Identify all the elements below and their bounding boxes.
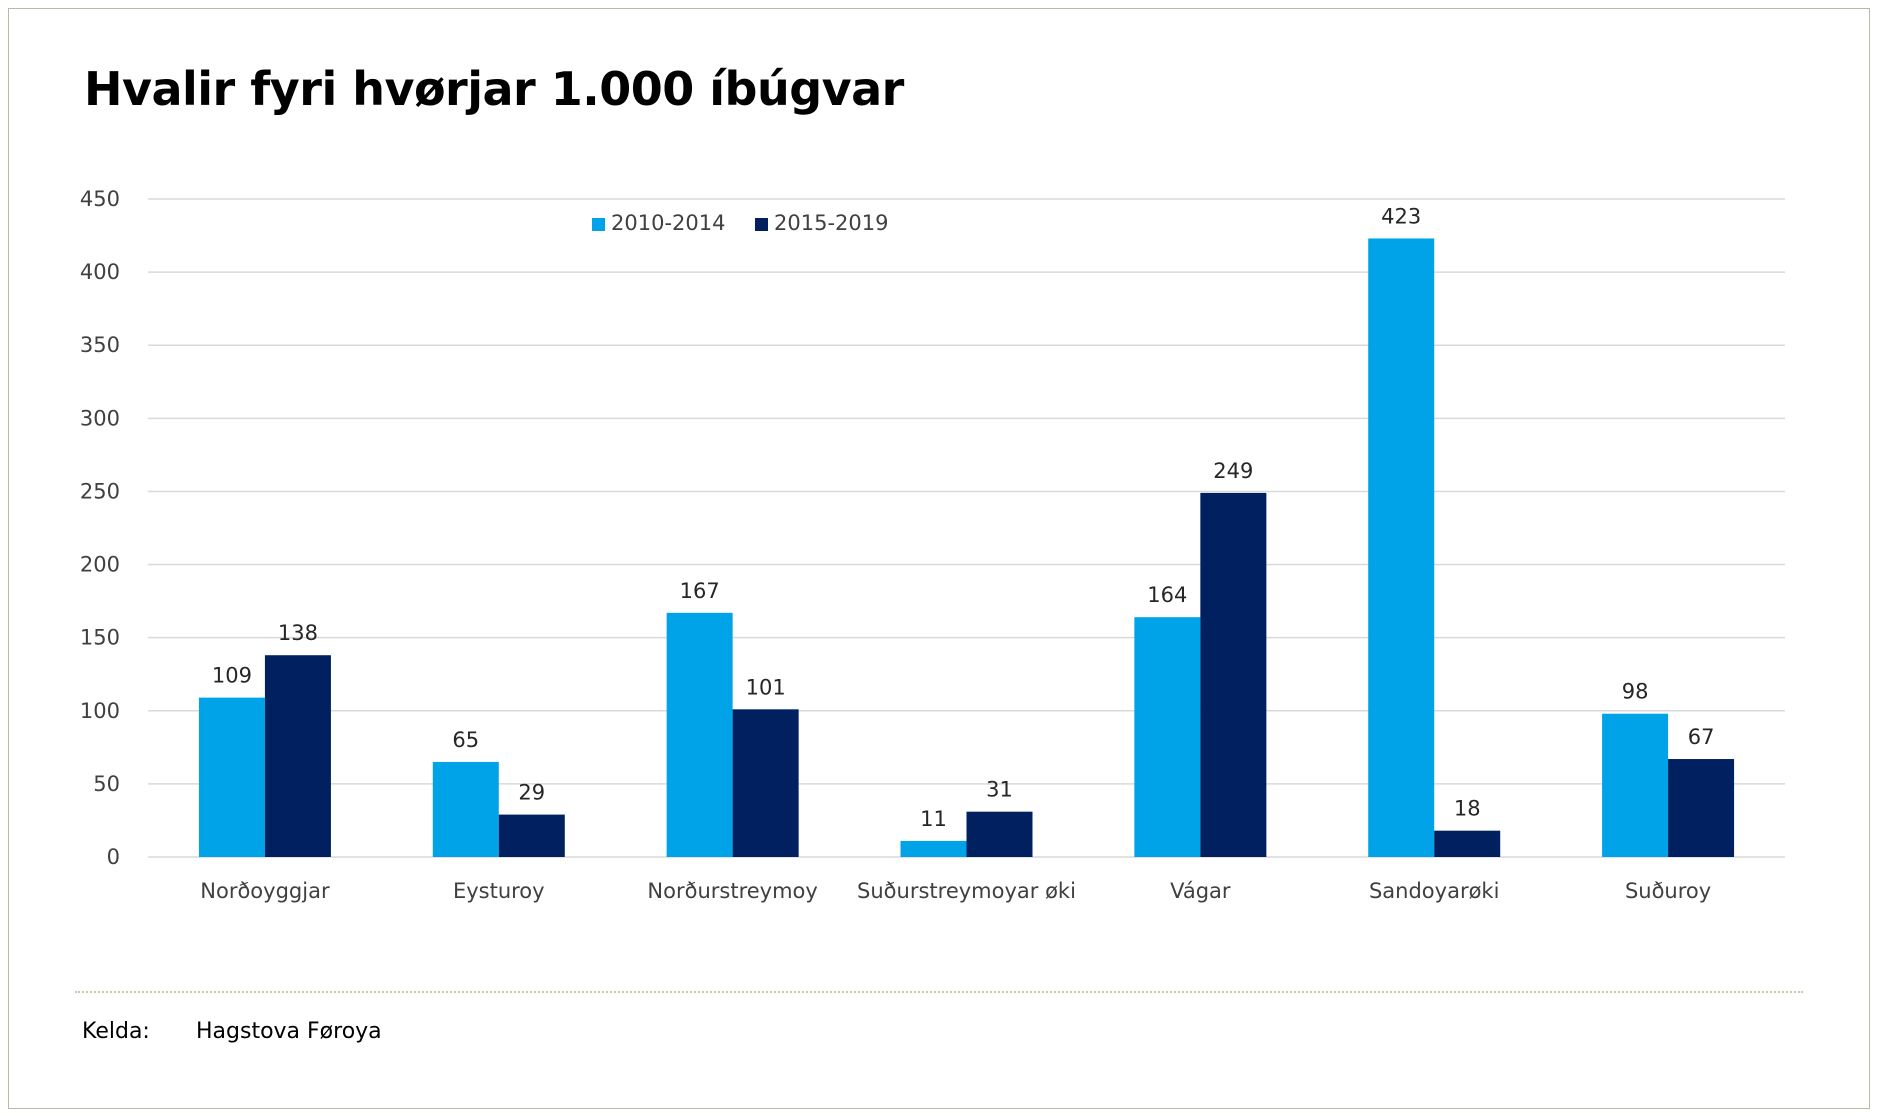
data-label: 67 xyxy=(1688,725,1715,749)
bar-2010-2014 xyxy=(1134,617,1201,857)
data-label: 31 xyxy=(986,778,1013,802)
x-tick-label: Vágar xyxy=(1170,879,1231,903)
bar-2015-2019 xyxy=(1434,830,1501,857)
legend-swatch xyxy=(755,218,768,231)
data-label: 29 xyxy=(518,781,545,805)
data-label: 11 xyxy=(920,807,947,831)
bar-2015-2019 xyxy=(732,709,799,857)
data-label: 109 xyxy=(212,664,252,688)
x-tick-label: Suðuroy xyxy=(1625,879,1711,903)
y-tick-label: 150 xyxy=(80,626,120,650)
x-tick-label: Suðurstreymoyar øki xyxy=(857,879,1076,903)
gridlines xyxy=(148,198,1785,858)
x-tick-label: Norðurstreymoy xyxy=(647,879,817,903)
bar-2010-2014 xyxy=(900,840,967,857)
legend-swatch xyxy=(592,218,605,231)
bar-2010-2014 xyxy=(432,761,499,857)
bar-2010-2014 xyxy=(666,612,733,857)
data-label: 98 xyxy=(1622,680,1649,704)
y-tick-label: 100 xyxy=(80,699,120,723)
bar-chart: 0 50 100 150 200 250 300 350 400 450 109 138 65 29 16… xyxy=(80,187,1785,903)
data-label: 423 xyxy=(1381,204,1421,228)
bar-2010-2014 xyxy=(1602,713,1669,857)
x-tick-label: Sandoyarøki xyxy=(1369,879,1499,903)
y-tick-label: 300 xyxy=(80,406,120,430)
y-tick-label: 0 xyxy=(107,845,120,869)
y-tick-label: 50 xyxy=(93,772,120,796)
data-label: 249 xyxy=(1213,459,1253,483)
y-tick-label: 250 xyxy=(80,479,120,503)
y-tick-label: 350 xyxy=(80,333,120,357)
chart-frame xyxy=(8,8,1870,1109)
y-tick-label: 200 xyxy=(80,553,120,577)
data-label: 164 xyxy=(1147,583,1187,607)
bar-2015-2019 xyxy=(1200,492,1267,857)
bar-2015-2019 xyxy=(264,655,331,857)
bar-2015-2019 xyxy=(966,811,1033,857)
legend-label: 2015-2019 xyxy=(774,211,888,235)
data-label: 65 xyxy=(452,728,479,752)
data-label: 167 xyxy=(680,579,720,603)
y-axis-ticks: 0 50 100 150 200 250 300 350 400 450 xyxy=(80,187,120,869)
y-tick-label: 400 xyxy=(80,260,120,284)
x-tick-label: Eysturoy xyxy=(453,879,545,903)
y-tick-label: 450 xyxy=(80,187,120,211)
source-value: Hagstova Føroya xyxy=(196,1019,382,1044)
source-label: Kelda: xyxy=(82,1019,150,1044)
data-label: 138 xyxy=(278,621,318,645)
footer-divider xyxy=(75,991,1803,993)
data-labels: 109 138 65 29 167 101 11 31 164 249 423 18 98 67 xyxy=(212,204,1715,830)
data-label: 101 xyxy=(746,675,786,699)
data-label: 18 xyxy=(1454,797,1481,821)
legend: 2010-2014 2015-2019 xyxy=(592,211,888,235)
bar-2015-2019 xyxy=(1668,759,1735,857)
chart-title: Hvalir fyri hvørjar 1.000 íbúgvar xyxy=(84,62,904,116)
bar-2010-2014 xyxy=(1368,238,1435,858)
bars xyxy=(198,238,1735,858)
legend-label: 2010-2014 xyxy=(611,211,725,235)
x-axis-ticks: Norðoyggjar Eysturoy Norðurstreymoy Suðurst… xyxy=(200,879,1711,903)
bar-2015-2019 xyxy=(498,814,565,857)
bar-2010-2014 xyxy=(198,697,265,857)
x-tick-label: Norðoyggjar xyxy=(200,879,330,903)
